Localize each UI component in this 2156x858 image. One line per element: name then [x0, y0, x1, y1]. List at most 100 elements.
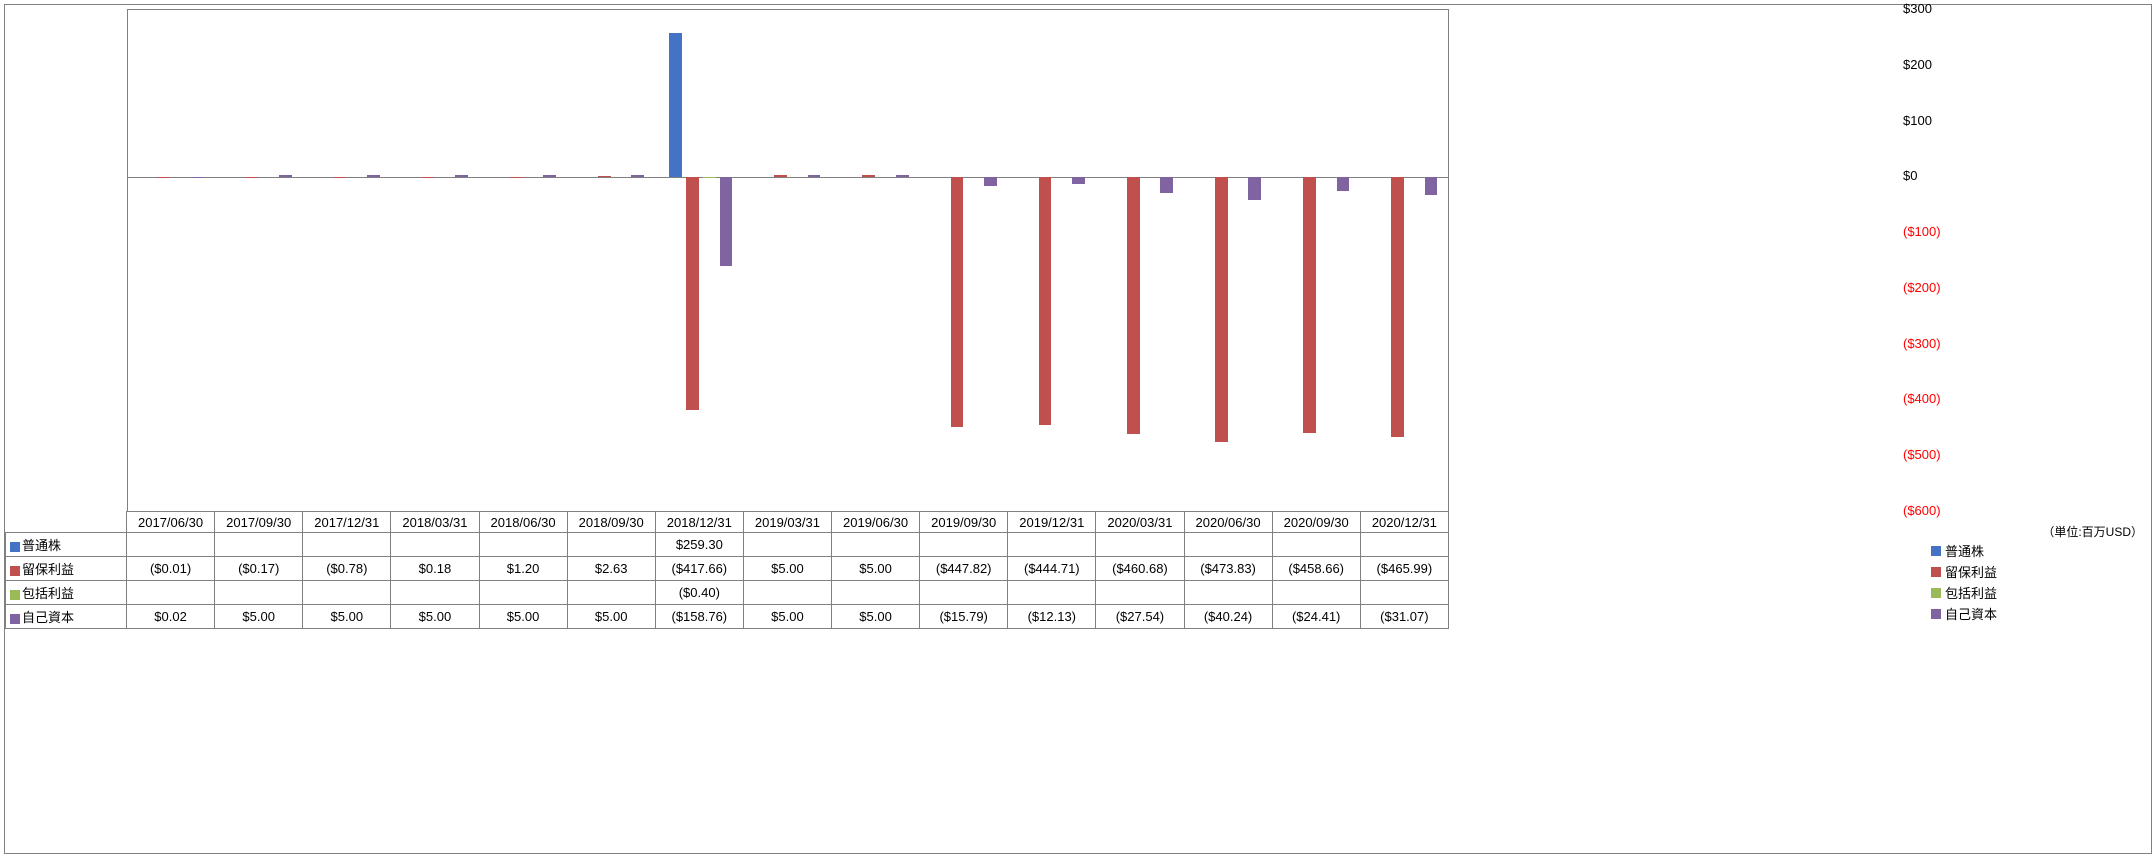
table-cell [215, 581, 303, 605]
table-cell: ($12.13) [1008, 605, 1096, 629]
bar-equity [720, 177, 733, 266]
bar-equity [191, 177, 204, 178]
table-cell: $5.00 [832, 605, 920, 629]
bar-equity [279, 175, 292, 178]
bar-retained_earnings [598, 176, 611, 177]
table-cell [832, 581, 920, 605]
row-label: 普通株 [22, 538, 61, 553]
table-cell: ($447.82) [920, 557, 1008, 581]
table-cell [567, 533, 655, 557]
table-row-header: 普通株 [6, 533, 127, 557]
table-cell: $0.18 [391, 557, 479, 581]
table-cell [391, 533, 479, 557]
table-row-header: 包括利益 [6, 581, 127, 605]
row-swatch-retained_earnings [10, 566, 20, 576]
bar-retained_earnings [1391, 177, 1404, 437]
table-cell [1008, 581, 1096, 605]
legend-label: 留保利益 [1945, 562, 1997, 581]
table-column-header: 2017/06/30 [127, 512, 215, 533]
table-cell [127, 533, 215, 557]
table-row-header: 自己資本 [6, 605, 127, 629]
table-column-header: 2019/12/31 [1008, 512, 1096, 533]
bar-comprehensive_income [703, 177, 716, 178]
table-cell: $0.02 [127, 605, 215, 629]
bar-common_stock [669, 33, 682, 178]
table-column-header: 2019/06/30 [832, 512, 920, 533]
legend-item-retained_earnings: 留保利益 [1931, 562, 1997, 581]
y-axis-unit-label: （単位:百万USD） [2042, 523, 2143, 540]
bar-retained_earnings [334, 177, 347, 178]
bar-equity [1248, 177, 1261, 199]
table-cell [1360, 581, 1448, 605]
table-cell [920, 581, 1008, 605]
legend-label: 包括利益 [1945, 583, 1997, 602]
data-table: 2017/06/302017/09/302017/12/312018/03/31… [5, 511, 1449, 629]
bar-equity [896, 175, 909, 178]
table-cell: ($473.83) [1184, 557, 1272, 581]
legend-item-equity: 自己資本 [1931, 604, 1997, 623]
table-cell [215, 533, 303, 557]
table-cell [303, 581, 391, 605]
bar-retained_earnings [245, 177, 258, 178]
table-cell: ($0.17) [215, 557, 303, 581]
table-column-header: 2017/12/31 [303, 512, 391, 533]
bar-equity [1160, 177, 1173, 192]
bar-equity [367, 175, 380, 178]
table-row-header: 留保利益 [6, 557, 127, 581]
table-column-header: 2018/09/30 [567, 512, 655, 533]
table-cell: ($0.01) [127, 557, 215, 581]
legend-label: 自己資本 [1945, 604, 1997, 623]
chart-container: $300$200$100$0($100)($200)($300)($400)($… [4, 4, 2152, 854]
bar-retained_earnings [1039, 177, 1052, 425]
table-cell [1272, 581, 1360, 605]
table-cell: $5.00 [479, 605, 567, 629]
row-swatch-common_stock [10, 542, 20, 552]
table-cell [1184, 533, 1272, 557]
table-cell: $5.00 [567, 605, 655, 629]
bar-retained_earnings [1303, 177, 1316, 433]
bar-equity [631, 175, 644, 178]
table-column-header: 2018/12/31 [655, 512, 743, 533]
table-cell [1096, 581, 1184, 605]
table-cell: ($158.76) [655, 605, 743, 629]
table-row-comprehensive_income: 包括利益($0.40) [6, 581, 1449, 605]
bar-retained_earnings [157, 177, 170, 178]
table-column-header: 2020/06/30 [1184, 512, 1272, 533]
table-cell [479, 533, 567, 557]
table-row-equity: 自己資本$0.02$5.00$5.00$5.00$5.00$5.00($158.… [6, 605, 1449, 629]
table-cell [127, 581, 215, 605]
table-cell: ($40.24) [1184, 605, 1272, 629]
table-cell: ($444.71) [1008, 557, 1096, 581]
table-cell: $5.00 [832, 557, 920, 581]
table-cell: $259.30 [655, 533, 743, 557]
y-tick-label: ($200) [1903, 280, 2143, 296]
table-cell [303, 533, 391, 557]
table-cell: $2.63 [567, 557, 655, 581]
table-cell: $5.00 [391, 605, 479, 629]
table-cell [1184, 581, 1272, 605]
y-tick-label: ($600) [1903, 503, 2143, 519]
bar-retained_earnings [774, 175, 787, 178]
table-cell [567, 581, 655, 605]
table-row-retained_earnings: 留保利益($0.01)($0.17)($0.78)$0.18$1.20$2.63… [6, 557, 1449, 581]
row-label: 自己資本 [22, 610, 74, 625]
y-tick-label: $0 [1903, 168, 2143, 184]
table-column-header: 2020/12/31 [1360, 512, 1448, 533]
bar-retained_earnings [510, 177, 523, 178]
y-tick-label: $300 [1903, 1, 2143, 17]
bar-retained_earnings [422, 177, 435, 178]
table-header-row: 2017/06/302017/09/302017/12/312018/03/31… [6, 512, 1449, 533]
table-cell: ($458.66) [1272, 557, 1360, 581]
table-cell: ($417.66) [655, 557, 743, 581]
legend-label: 普通株 [1945, 541, 1984, 560]
table-corner [6, 512, 127, 533]
plot-area [127, 9, 1449, 511]
table-cell [743, 581, 831, 605]
table-cell: $5.00 [743, 605, 831, 629]
table-column-header: 2018/03/31 [391, 512, 479, 533]
y-axis: $300$200$100$0($100)($200)($300)($400)($… [1903, 5, 2143, 520]
table-column-header: 2020/03/31 [1096, 512, 1184, 533]
legend-swatch-equity [1931, 609, 1941, 619]
bar-equity [1425, 177, 1438, 194]
bar-equity [1337, 177, 1350, 191]
